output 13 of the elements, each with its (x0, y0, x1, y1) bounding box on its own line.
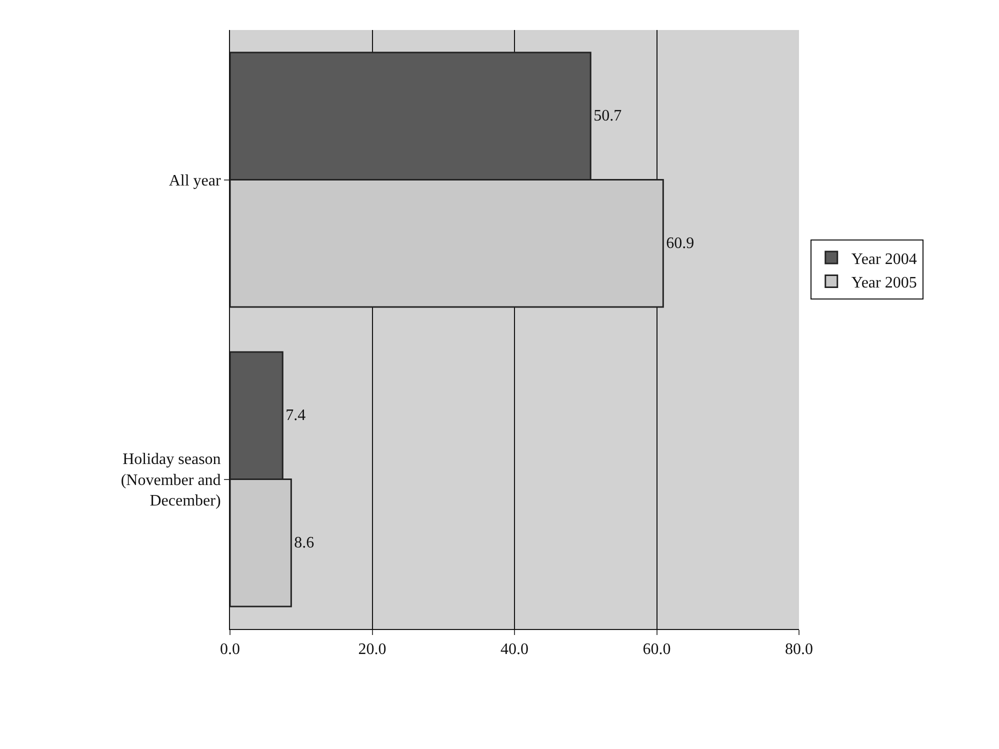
x-tick-label: 20.0 (358, 641, 386, 658)
y-tick-label: Holiday season (November and December) (120, 451, 221, 510)
y-tick-label: All year (168, 172, 222, 190)
legend-label: Year 2005 (851, 274, 917, 292)
x-tick-label: 80.0 (785, 641, 813, 658)
legend-label: Year 2004 (851, 250, 917, 268)
data-label: 8.6 (294, 534, 314, 552)
data-label: 7.4 (286, 407, 306, 424)
x-tick-label: 0.0 (220, 641, 240, 658)
x-tick-label: 60.0 (642, 641, 671, 658)
data-label: 60.9 (666, 234, 694, 252)
data-label: 50.7 (594, 108, 622, 125)
x-tick-label: 40.0 (500, 641, 528, 658)
